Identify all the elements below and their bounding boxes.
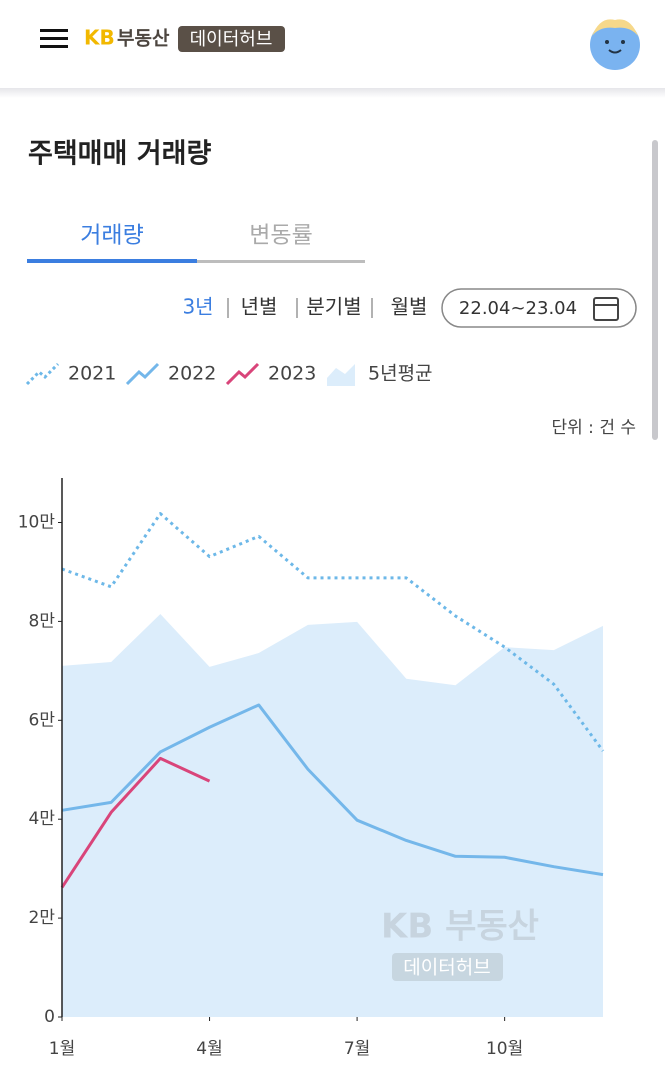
logo[interactable]: KB 부동산 데이터허브 bbox=[84, 26, 285, 53]
line bbox=[61, 703, 604, 877]
tab[interactable]: 변동률 bbox=[249, 223, 312, 249]
date-box bbox=[441, 288, 637, 328]
line bbox=[60, 756, 211, 889]
logo-name: 부동산 bbox=[117, 28, 170, 50]
section-title: 주택매매 거래량 bbox=[28, 139, 211, 170]
logo-badge-box bbox=[178, 26, 285, 52]
y-tick-label: 0 bbox=[44, 1007, 55, 1027]
y-tick-label: 6만 bbox=[29, 710, 56, 730]
unit-label: 단위 : 건 수 bbox=[552, 418, 637, 438]
tab-indicator bbox=[27, 259, 197, 263]
x-tick-label: 10월 bbox=[486, 1039, 523, 1059]
menu-bar bbox=[40, 45, 68, 48]
period-option[interactable]: 분기별 bbox=[306, 295, 361, 319]
date-picker[interactable]: 22.04~23.04 bbox=[441, 288, 637, 328]
x-tick-label: 1월 bbox=[49, 1039, 75, 1059]
legend-label: 5년평균 bbox=[368, 363, 433, 385]
header-shadow bbox=[0, 88, 665, 98]
legend-label: 2021 bbox=[68, 363, 116, 385]
y-tick-label: 10만 bbox=[18, 513, 56, 533]
legend-swatch bbox=[125, 362, 160, 386]
menu-bar bbox=[40, 29, 68, 32]
logo-kb: KB bbox=[84, 26, 115, 50]
menu-button[interactable] bbox=[40, 29, 68, 48]
y-tick-label: 2만 bbox=[29, 908, 56, 928]
watermark-badge: 데이터허브 bbox=[403, 957, 490, 979]
x-tick-label: 4월 bbox=[196, 1039, 222, 1059]
avatar-hair bbox=[592, 19, 638, 36]
x-tick-label: 7월 bbox=[344, 1039, 370, 1059]
legend-swatch bbox=[25, 362, 60, 386]
legend-label: 2022 bbox=[168, 363, 216, 385]
legend-swatch bbox=[225, 362, 260, 386]
avatar-face bbox=[590, 20, 640, 70]
y-tick-label: 8만 bbox=[29, 611, 56, 631]
menu-bar bbox=[40, 37, 68, 40]
calendar-icon bbox=[593, 297, 619, 321]
legend-label: 2023 bbox=[268, 363, 316, 385]
legend-swatch bbox=[327, 364, 355, 386]
tab[interactable]: 거래량 bbox=[80, 223, 143, 249]
period-option[interactable]: 3년 bbox=[182, 295, 213, 319]
logo-badge: 데이터허브 bbox=[190, 29, 273, 50]
y-tick-label: 4만 bbox=[29, 809, 56, 829]
date-range: 22.04~23.04 bbox=[459, 298, 577, 319]
watermark-brand: KB 부동산 bbox=[381, 907, 539, 947]
avatar-mouth bbox=[608, 49, 622, 54]
avatar[interactable] bbox=[590, 19, 640, 70]
scrollbar bbox=[652, 140, 658, 440]
area bbox=[62, 613, 603, 1017]
avatar-eye bbox=[605, 40, 609, 44]
period-option[interactable]: 년별 bbox=[241, 295, 278, 319]
avatar-eye bbox=[621, 40, 625, 44]
watermark-badge-box bbox=[392, 953, 503, 981]
period-option[interactable]: 월별 bbox=[391, 295, 428, 319]
